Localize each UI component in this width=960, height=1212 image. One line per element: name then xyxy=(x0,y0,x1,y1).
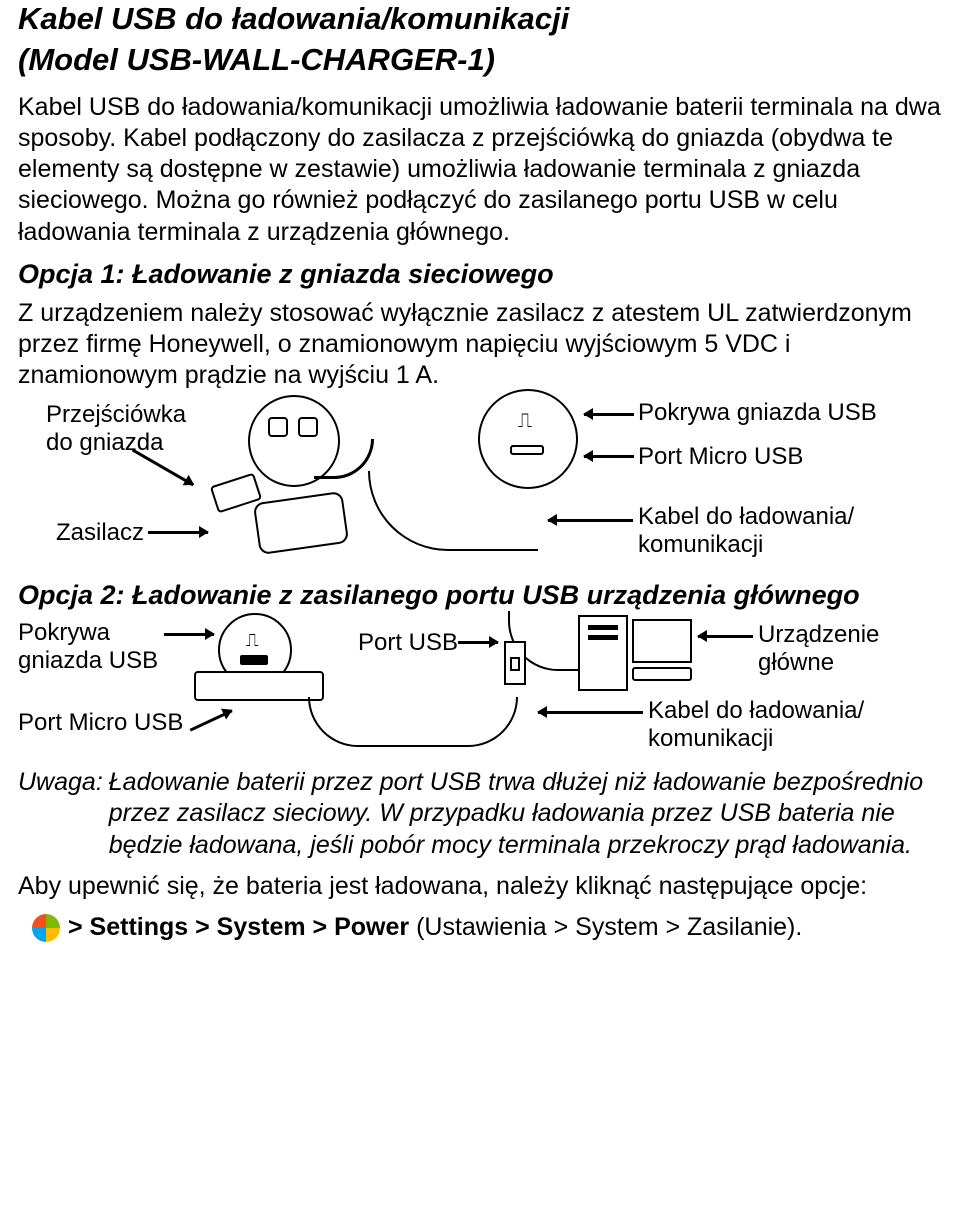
label-usb-cover: Pokrywa gniazda USB xyxy=(638,399,877,427)
note-block: Uwaga: Ładowanie baterii przez port USB … xyxy=(18,767,942,861)
keyboard-icon xyxy=(632,667,692,681)
diagram-option1: Przejściówka do gniazda Zasilacz ⎍ Pokry… xyxy=(18,401,942,571)
monitor-icon xyxy=(632,619,692,663)
arrow-icon xyxy=(538,711,643,714)
pc-tower-icon xyxy=(578,615,628,691)
arrow-icon xyxy=(548,519,633,522)
label-psu: Zasilacz xyxy=(56,519,144,547)
page-title-line1: Kabel USB do ładowania/komunikacji xyxy=(18,0,942,39)
settings-path-bold: > Settings > System > Power xyxy=(68,913,409,941)
arrow-icon xyxy=(584,455,634,458)
ensure-text: Aby upewnić się, że bateria jest ładowan… xyxy=(18,871,942,902)
label-plug-adapter: Przejściówka do gniazda xyxy=(46,401,206,456)
note-label: Uwaga: xyxy=(18,767,109,861)
usb-slot-icon xyxy=(504,641,526,685)
arrow-icon xyxy=(148,531,208,534)
label-usb-port: Port USB xyxy=(358,629,458,657)
note-body: Ładowanie baterii przez port USB trwa dł… xyxy=(109,767,942,861)
label-host: Urządzenie główne xyxy=(758,621,918,676)
arrow-icon xyxy=(584,413,634,416)
label-micro-usb: Port Micro USB xyxy=(638,443,803,471)
label-cable: Kabel do ładowania/ komunikacji xyxy=(638,503,878,558)
option1-body: Z urządzeniem należy stosować wyłącznie … xyxy=(18,298,942,392)
settings-path: > Settings > System > Power (Ustawienia … xyxy=(18,912,942,943)
arrow-icon xyxy=(698,635,753,638)
intro-paragraph: Kabel USB do ładowania/komunikacji umożl… xyxy=(18,92,942,248)
page-title-line2: (Model USB-WALL-CHARGER-1) xyxy=(18,41,942,80)
cable-icon xyxy=(308,697,518,747)
label-usb-cover-2: Pokrywa gniazda USB xyxy=(18,619,168,674)
arrow-icon xyxy=(164,633,214,636)
windows-icon xyxy=(32,914,60,942)
option2-heading: Opcja 2: Ładowanie z zasilanego portu US… xyxy=(18,579,942,613)
curve-arrow-icon xyxy=(314,439,374,479)
diagram-option2: Pokrywa gniazda USB Port Micro USB ⎍ Por… xyxy=(18,619,942,759)
arrow-icon xyxy=(190,709,233,731)
charger-icon xyxy=(253,491,349,555)
settings-path-rest: (Ustawienia > System > Zasilanie). xyxy=(409,913,802,941)
option1-heading: Opcja 1: Ładowanie z gniazda sieciowego xyxy=(18,258,942,292)
device-body-icon xyxy=(194,671,324,701)
label-micro-usb-2: Port Micro USB xyxy=(18,709,183,737)
label-cable-2: Kabel do ładowania/ komunikacji xyxy=(648,697,898,752)
arrow-icon xyxy=(458,641,498,644)
cable-icon xyxy=(368,471,538,551)
